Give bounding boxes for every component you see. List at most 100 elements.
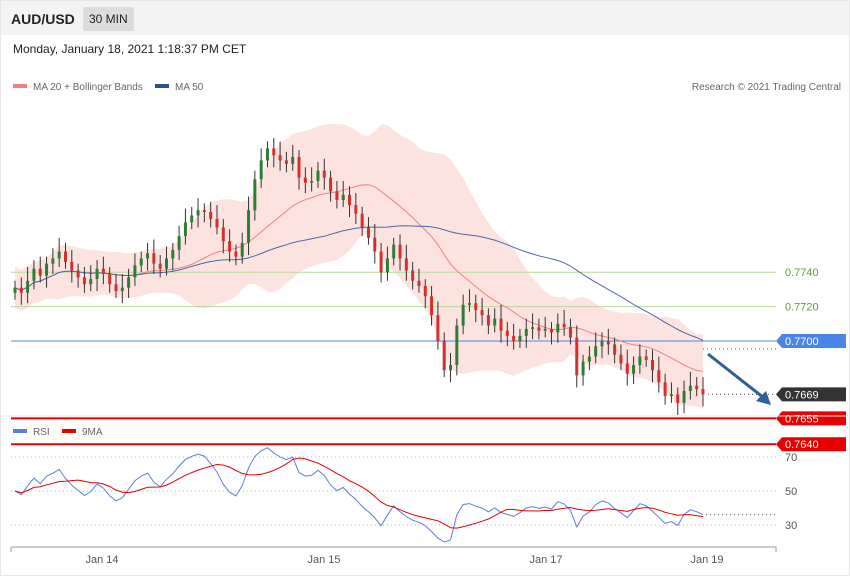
symbol-title: AUD/USD (11, 11, 75, 27)
candle (455, 318, 459, 376)
level-label-text: 0.7655 (785, 413, 819, 425)
candle (127, 268, 131, 298)
candle (164, 246, 168, 276)
rsi-grid: 70 50 30 (11, 452, 797, 532)
candle (613, 337, 617, 364)
candle (120, 273, 124, 304)
candle (101, 256, 105, 285)
level-label-text: 0.7640 (785, 439, 819, 451)
ma20-legend-swatch (13, 84, 27, 88)
candle (505, 322, 509, 347)
candle (108, 267, 112, 293)
candle (411, 261, 415, 290)
candle (436, 301, 440, 350)
candle (417, 268, 421, 293)
level-label-0.7655: 0.7655 (776, 411, 846, 426)
candle (329, 170, 333, 202)
forecast-arrow-icon (707, 352, 771, 405)
bollinger-band-area (15, 124, 703, 409)
candle (89, 265, 93, 292)
candle (45, 256, 49, 288)
level-labels: 0.7740 0.7720 0.7700 0.7669 0.7655 0.7640 (776, 267, 846, 452)
candle (209, 201, 213, 228)
candle (625, 349, 629, 386)
x-tick-label: Jan 17 (529, 554, 562, 566)
candle (354, 193, 358, 225)
candle (177, 225, 181, 261)
ma50-line (14, 225, 704, 341)
candle (486, 308, 490, 335)
level-label-text: 0.7740 (785, 267, 819, 279)
candle (480, 298, 484, 326)
ma20-legend-label: MA 20 + Bollinger Bands (33, 82, 143, 93)
level-label-text: 0.7669 (785, 389, 819, 401)
timeframe-badge[interactable]: 30 MIN (83, 7, 134, 31)
candle (139, 251, 143, 273)
rsi-ma9-line (14, 457, 704, 529)
candle (202, 203, 206, 223)
candle (512, 323, 516, 350)
candle (133, 253, 137, 286)
candle (70, 249, 74, 283)
candle (146, 242, 150, 271)
candle (272, 138, 276, 168)
level-label-0.7740: 0.7740 (785, 267, 819, 279)
candle (676, 387, 680, 415)
candle (310, 167, 314, 192)
candle (82, 267, 86, 293)
candle (398, 234, 402, 271)
candlesticks (13, 138, 705, 415)
candle (543, 316, 547, 338)
rsi-legend-label: RSI (33, 427, 50, 438)
candle (234, 244, 238, 266)
candle (158, 255, 162, 278)
candle (284, 151, 288, 173)
x-tick-label: Jan 14 (85, 554, 118, 566)
candle (259, 148, 263, 188)
candle (38, 256, 42, 283)
candle (657, 356, 661, 393)
level-label-text: 0.7720 (785, 302, 819, 314)
ma50-legend-swatch (155, 84, 169, 88)
moving-averages (14, 184, 704, 372)
candle (190, 206, 194, 230)
candle (76, 263, 80, 288)
candle (392, 237, 396, 266)
level-label-0.7720: 0.7720 (785, 302, 819, 314)
x-tick-label: Jan 19 (690, 554, 723, 566)
candle (682, 380, 686, 414)
candle (247, 196, 251, 255)
candle (594, 332, 598, 364)
candle (221, 218, 225, 254)
candle (474, 294, 478, 323)
candle (600, 332, 604, 359)
copyright-note: Research © 2021 Trading Central (692, 82, 841, 93)
bollinger-bands (15, 124, 703, 409)
candle (385, 246, 389, 281)
candle (360, 206, 364, 237)
candle (423, 279, 427, 309)
candle (638, 344, 642, 374)
candle (531, 313, 535, 340)
ma50-legend-label: MA 50 (175, 82, 204, 93)
candle (335, 181, 339, 209)
candle (669, 382, 673, 403)
candle (95, 260, 99, 292)
rsi-tick-label: 30 (785, 520, 797, 532)
candle (651, 349, 655, 383)
level-label-0.7700: 0.7700 (776, 334, 846, 348)
candle (228, 229, 232, 262)
ma9-legend-swatch (62, 429, 76, 433)
candle (63, 242, 67, 269)
candle (430, 285, 434, 326)
candle (606, 328, 610, 355)
rsi-lines (14, 447, 776, 543)
candle (550, 322, 554, 345)
candle (171, 242, 175, 271)
candle (518, 328, 522, 348)
candle (663, 373, 667, 405)
candle (303, 167, 307, 194)
candle (644, 349, 648, 367)
candle (240, 232, 244, 264)
